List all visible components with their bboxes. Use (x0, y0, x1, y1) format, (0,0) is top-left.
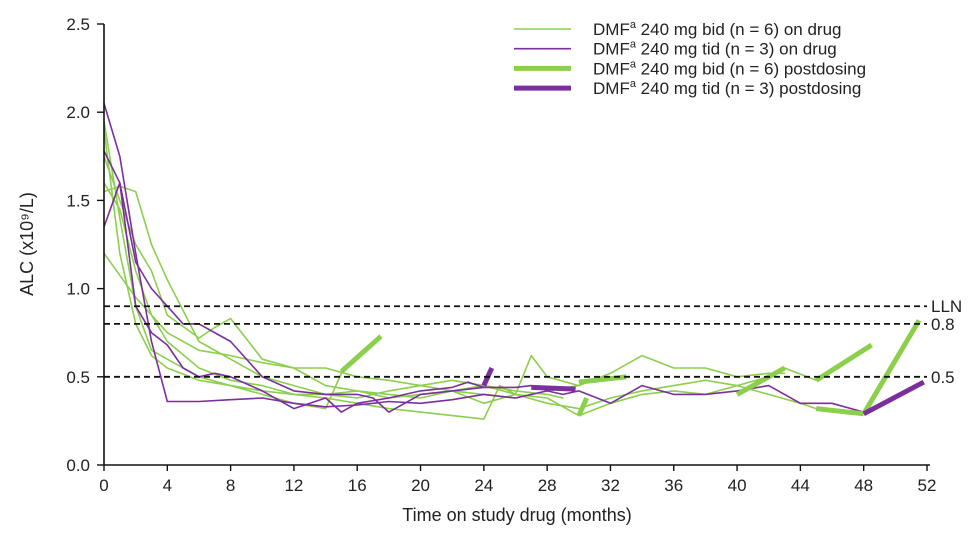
ticks-layer: 0 4 8 12 16 20 24 28 32 36 40 44 48 520.00.51.01.52.0… (66, 15, 936, 495)
x-tick-label: 32 (601, 476, 620, 495)
x-tick-label: 52 (918, 476, 937, 495)
series-line-tid-on-7 (103, 102, 865, 413)
series-line-bid-post-16 (861, 319, 922, 416)
x-tick-label: 8 (226, 476, 235, 495)
series-line-bid-on-4 (103, 182, 818, 420)
legend-label-2: DMFa 240 mg tid (n = 3) on drug (593, 39, 837, 59)
x-axis-title: Time on study drug (months) (402, 505, 631, 525)
x-tick-label: 4 (163, 476, 172, 495)
y-axis-title: ALC (x10⁹/L) (17, 192, 37, 296)
y-tick-label: 1.0 (66, 280, 90, 299)
axes-layer (103, 24, 930, 466)
x-tick-label: 40 (728, 476, 747, 495)
x-tick-label: 24 (474, 476, 493, 495)
y-tick-label: 1.5 (66, 191, 90, 210)
series-layer (103, 102, 925, 420)
y-tick-label: 0.0 (66, 456, 90, 475)
legend-label-1: DMFa 240 mg bid (n = 6) on drug (593, 19, 842, 39)
reference-line-label-3: 0.5 (931, 368, 955, 387)
series-line-bid-post-15 (815, 406, 864, 417)
reference-line-label-1: LLN (931, 297, 962, 316)
x-tick-label: 48 (854, 476, 873, 495)
x-tick-label: 16 (348, 476, 367, 495)
legend-label-3: DMFa 240 mg bid (n = 6) postdosing (593, 58, 866, 78)
series-line-tid-on-8 (103, 182, 485, 413)
x-tick-label: 12 (284, 476, 303, 495)
series-line-bid-on-5 (103, 120, 818, 417)
series-line-bid-post-13 (735, 365, 786, 397)
series-line-bid-on-3 (103, 155, 786, 405)
x-tick-label: 44 (791, 476, 810, 495)
x-tick-label: 28 (538, 476, 557, 495)
series-line-bid-post-12 (576, 396, 589, 417)
y-tick-label: 2.5 (66, 15, 90, 34)
series-line-bid-post-10 (339, 334, 383, 374)
legend-label-4: DMFa 240 mg tid (n = 3) postdosing (593, 78, 861, 98)
reference-line-label-2: 0.8 (931, 315, 955, 334)
series-line-tid-post-18 (531, 384, 576, 392)
y-tick-label: 0.5 (66, 368, 90, 387)
series-line-bid-post-14 (814, 342, 873, 383)
x-tick-label: 20 (411, 476, 430, 495)
x-tick-label: 0 (99, 476, 108, 495)
x-tick-label: 36 (664, 476, 683, 495)
series-line-bid-on-2 (103, 185, 564, 399)
series-line-tid-post-19 (862, 379, 925, 417)
y-tick-label: 2.0 (66, 103, 90, 122)
series-line-tid-on-9 (103, 150, 533, 413)
